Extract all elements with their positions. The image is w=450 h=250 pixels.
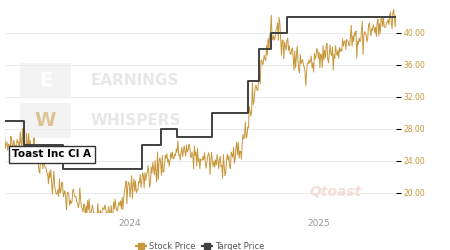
Text: Qtoast: Qtoast xyxy=(310,185,362,199)
FancyBboxPatch shape xyxy=(20,63,71,98)
Legend: Stock Price, Target Price: Stock Price, Target Price xyxy=(133,238,267,250)
Text: WHISPERS: WHISPERS xyxy=(90,113,181,128)
FancyBboxPatch shape xyxy=(20,102,71,138)
Text: EARNINGS: EARNINGS xyxy=(90,73,179,88)
Text: E: E xyxy=(39,71,52,90)
Text: Toast Inc Cl A: Toast Inc Cl A xyxy=(12,150,91,160)
Text: W: W xyxy=(35,111,56,130)
